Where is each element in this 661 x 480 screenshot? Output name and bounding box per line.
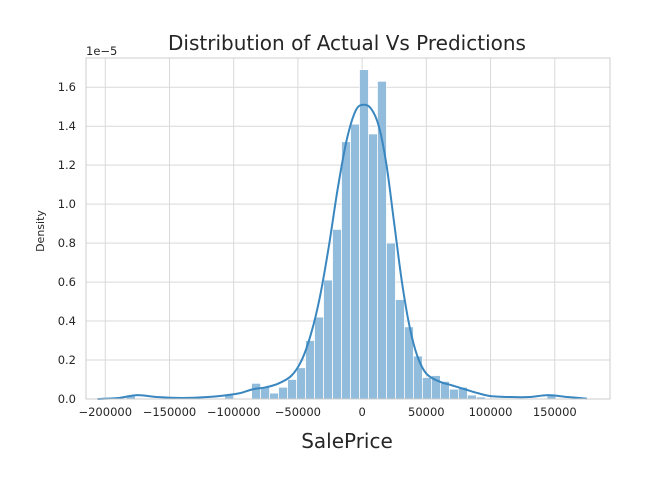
kde-line — [97, 103, 587, 400]
histogram-bar — [269, 392, 279, 400]
histogram-bar — [386, 242, 396, 400]
histogram-bar — [287, 379, 297, 400]
histogram-bar — [350, 123, 360, 400]
y-tick-label: 1.6 — [58, 80, 76, 94]
histogram-bar — [332, 229, 342, 400]
x-axis-ticks: −200000 −150000 −100000 −50000 0 50000 100000 1… — [78, 405, 576, 419]
x-tick-label: −50000 — [275, 405, 321, 419]
plot-area — [85, 57, 611, 400]
histogram-bar — [341, 141, 351, 400]
histogram-bar — [467, 394, 477, 400]
histogram-bar — [260, 387, 270, 400]
histogram-bar — [296, 367, 306, 400]
y-tick-label: 1.4 — [58, 119, 76, 133]
histogram-bar — [314, 316, 324, 400]
histogram-bars — [126, 69, 557, 400]
histogram-bar — [359, 69, 369, 400]
x-tick-label: 50000 — [408, 405, 445, 419]
y-tick-label: 0.4 — [58, 314, 76, 328]
x-gridlines — [104, 58, 556, 399]
y-tick-label: 0.8 — [58, 236, 76, 250]
histogram-bar — [413, 355, 423, 400]
x-tick-label: 150000 — [533, 405, 577, 419]
histogram-bar — [323, 279, 333, 400]
x-tick-label: 0 — [358, 405, 365, 419]
histogram-bar — [449, 388, 459, 400]
y-tick-label: 0.6 — [58, 275, 76, 289]
x-tick-label: −100000 — [207, 405, 261, 419]
histogram-bar — [422, 377, 432, 400]
x-tick-label: −150000 — [143, 405, 197, 419]
chart-title: Distribution of Actual Vs Predictions — [168, 31, 526, 55]
x-tick-label: −200000 — [78, 405, 132, 419]
histogram-bar — [368, 133, 378, 400]
y-axis-offset-label: 1e−5 — [86, 44, 117, 58]
histogram-bar — [395, 299, 405, 400]
plot-frame — [85, 57, 611, 400]
y-tick-label: 0.0 — [58, 392, 76, 406]
histogram-bar — [251, 383, 261, 400]
x-tick-label: 100000 — [469, 405, 513, 419]
x-axis-label: SalePrice — [301, 429, 393, 453]
y-axis-ticks: 0.0 0.2 0.4 0.6 0.8 1.0 1.2 1.4 1.6 — [58, 80, 76, 406]
histogram-bar — [278, 387, 288, 400]
y-axis-label: Density — [34, 210, 47, 252]
y-tick-label: 1.0 — [58, 197, 76, 211]
y-tick-label: 1.2 — [58, 158, 76, 172]
y-tick-label: 0.2 — [58, 353, 76, 367]
